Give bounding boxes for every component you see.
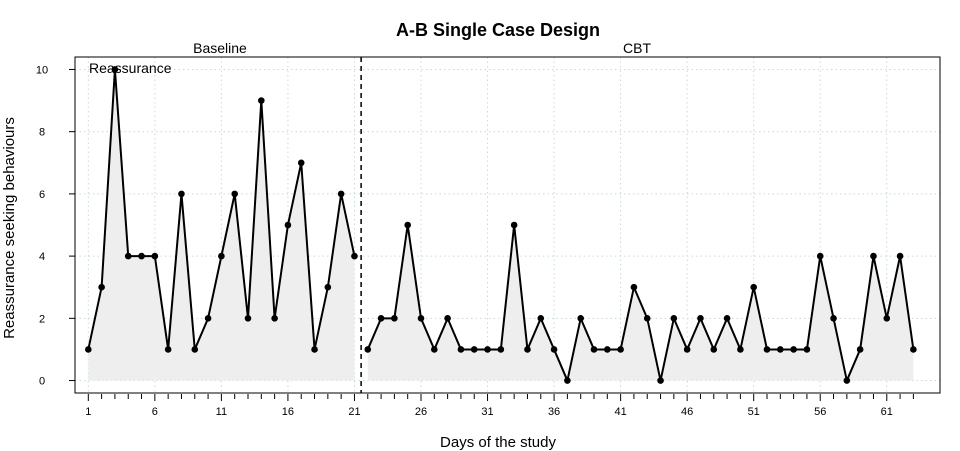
x-axis-label: Days of the study (440, 434, 556, 451)
data-point-baseline-12 (231, 190, 238, 198)
data-point-cbt-42 (630, 283, 638, 291)
data-point-cbt-23 (377, 315, 385, 322)
x-tick-label: 26 (415, 406, 427, 418)
data-point-baseline-7 (164, 346, 172, 353)
data-point-baseline-2 (98, 283, 105, 291)
data-point-cbt-53 (777, 346, 784, 353)
data-point-cbt-31 (484, 346, 491, 353)
x-tick-label: 31 (481, 406, 493, 418)
data-point-baseline-19 (324, 283, 332, 291)
data-point-cbt-62 (896, 252, 904, 260)
data-point-baseline-15 (271, 315, 278, 322)
x-tick-label: 56 (814, 406, 826, 418)
x-tick-label: 36 (548, 406, 560, 418)
data-point-cbt-24 (391, 315, 398, 322)
data-point-baseline-4 (124, 252, 132, 260)
data-point-cbt-57 (830, 315, 837, 322)
data-point-baseline-5 (138, 252, 145, 260)
data-point-cbt-27 (431, 346, 438, 353)
data-point-baseline-17 (297, 159, 305, 167)
data-point-cbt-40 (604, 346, 611, 353)
y-axis-label: Reassurance seeking behaviours (1, 117, 18, 339)
data-point-cbt-45 (670, 315, 678, 322)
data-point-cbt-51 (750, 283, 757, 291)
y-tick-label: 6 (39, 189, 45, 201)
data-point-cbt-61 (883, 315, 891, 322)
data-point-cbt-26 (417, 315, 425, 322)
x-tick-label: 16 (282, 406, 294, 418)
x-axis: 1 6 11 16 21 26 31 36 41 46 51 56 61 (85, 394, 914, 418)
data-point-baseline-18 (311, 346, 318, 353)
plot-frame (74, 56, 941, 394)
data-point-cbt-47 (697, 315, 704, 322)
x-tick-label: 46 (681, 406, 693, 418)
series-line-cbt (366, 224, 915, 382)
data-point-cbt-39 (590, 346, 598, 353)
data-point-cbt-34 (524, 346, 531, 353)
data-point-baseline-11 (218, 252, 225, 260)
data-point-cbt-29 (457, 346, 465, 353)
phase-label-cbt: CBT (623, 40, 651, 56)
data-point-cbt-48 (710, 346, 718, 353)
data-point-cbt-63 (910, 346, 917, 353)
area-fills (88, 69, 914, 381)
data-point-cbt-60 (870, 252, 877, 260)
data-point-cbt-41 (617, 346, 624, 353)
data-point-baseline-3 (111, 66, 119, 73)
data-point-baseline-1 (85, 346, 92, 353)
data-point-cbt-56 (816, 252, 824, 260)
x-tick-label: 21 (348, 406, 360, 418)
x-tick-label: 11 (216, 406, 227, 418)
data-point-cbt-28 (444, 315, 451, 322)
y-tick-label: 4 (39, 251, 45, 263)
x-tick-label: 41 (614, 406, 626, 418)
data-point-baseline-21 (351, 252, 358, 260)
y-tick-label: 8 (39, 127, 45, 139)
data-point-baseline-10 (204, 315, 212, 322)
y-tick-label: 2 (39, 313, 45, 325)
data-point-baseline-8 (178, 190, 185, 198)
phase-label-baseline: Baseline (193, 40, 247, 56)
data-point-baseline-20 (337, 190, 345, 198)
data-point-cbt-43 (643, 315, 651, 322)
data-point-cbt-50 (737, 346, 744, 353)
data-points (85, 66, 917, 384)
data-point-cbt-38 (577, 315, 584, 322)
x-tick-label: 61 (881, 406, 893, 418)
data-point-cbt-59 (856, 346, 864, 353)
data-point-cbt-25 (404, 221, 411, 229)
data-point-baseline-16 (284, 221, 292, 229)
data-point-cbt-58 (843, 377, 851, 384)
data-point-baseline-9 (191, 346, 199, 353)
y-tick-label: 0 (39, 376, 45, 388)
annotation-reassurance: Reassurance (89, 60, 172, 76)
data-point-cbt-54 (790, 346, 797, 353)
data-point-cbt-55 (803, 346, 811, 353)
y-tick-label: 10 (36, 64, 48, 76)
data-point-baseline-6 (151, 252, 159, 260)
data-point-baseline-14 (258, 97, 265, 104)
data-point-cbt-37 (564, 377, 571, 384)
data-point-cbt-46 (683, 346, 691, 353)
data-point-baseline-13 (244, 315, 252, 322)
data-point-cbt-49 (723, 315, 731, 322)
x-tick-label: 1 (85, 406, 91, 418)
chart-title: A-B Single Case Design (396, 20, 600, 40)
data-point-cbt-52 (763, 346, 771, 353)
area-baseline (88, 69, 355, 381)
data-point-cbt-36 (550, 346, 558, 353)
data-point-cbt-33 (510, 221, 518, 229)
x-tick-label: 6 (152, 406, 158, 418)
data-point-cbt-22 (364, 346, 372, 353)
data-point-cbt-35 (537, 315, 545, 322)
data-point-cbt-44 (657, 377, 664, 384)
data-point-cbt-30 (470, 346, 478, 353)
data-point-cbt-32 (497, 346, 505, 353)
y-axis: 0 2 4 6 8 10 (36, 64, 75, 388)
x-tick-label: 51 (748, 406, 760, 418)
